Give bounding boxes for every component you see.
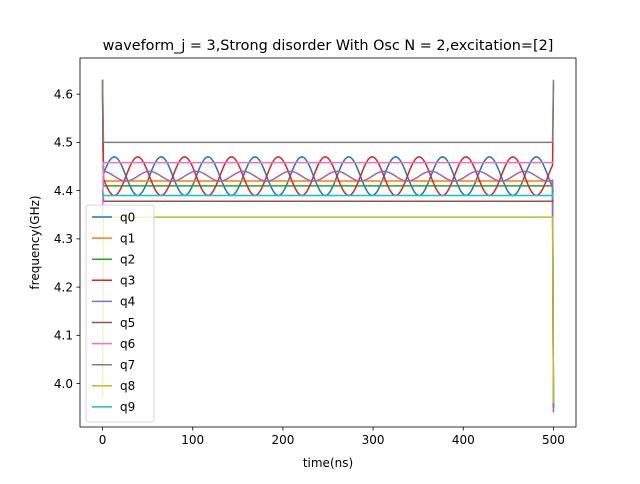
x-tick-label: 400 xyxy=(452,433,475,447)
legend-label-q1: q1 xyxy=(120,231,135,245)
series-line-q1 xyxy=(101,84,555,403)
y-tick-label: 4.4 xyxy=(54,184,73,198)
x-tick-label: 0 xyxy=(99,433,107,447)
series-line-q9 xyxy=(101,190,555,197)
y-tick-label: 4.0 xyxy=(54,377,73,391)
x-tick-label: 200 xyxy=(271,433,294,447)
series-line-q7 xyxy=(101,79,555,144)
legend-label-q0: q0 xyxy=(120,210,135,224)
x-tick-label: 500 xyxy=(542,433,565,447)
x-axis-label: time(ns) xyxy=(303,456,353,470)
series-line-q3 xyxy=(101,84,555,197)
series-line-q8 xyxy=(101,216,555,403)
legend-label-q6: q6 xyxy=(120,337,135,351)
y-tick-label: 4.3 xyxy=(54,232,73,246)
legend-label-q9: q9 xyxy=(120,400,135,414)
legend-label-q5: q5 xyxy=(120,316,135,330)
series-line-q0 xyxy=(101,79,555,408)
legend-label-q2: q2 xyxy=(120,253,135,267)
legend: q0 q1 q2 q3 q4 q5 q6 q7 q8 q9 xyxy=(85,204,155,423)
y-axis-label: frequency(GHz) xyxy=(28,195,42,289)
x-tick-label: 300 xyxy=(362,433,385,447)
legend-label-q7: q7 xyxy=(120,358,135,372)
legend-label-q3: q3 xyxy=(120,274,135,288)
y-tick-label: 4.1 xyxy=(54,329,73,343)
series-line-q2 xyxy=(101,89,555,408)
series-line-q4 xyxy=(101,166,555,413)
plot-frame xyxy=(79,57,577,428)
x-axis-ticks: 0 100 200 300 400 500 xyxy=(99,427,565,447)
legend-label-q4: q4 xyxy=(120,295,135,309)
y-axis-ticks: 4.0 4.1 4.2 4.3 4.4 4.5 4.6 xyxy=(54,87,80,391)
y-tick-label: 4.5 xyxy=(54,136,73,150)
legend-label-q8: q8 xyxy=(120,379,135,393)
series-line-q5 xyxy=(101,190,554,203)
y-tick-label: 4.6 xyxy=(54,87,73,101)
x-tick-label: 100 xyxy=(181,433,204,447)
series-line-q6 xyxy=(101,161,554,215)
y-tick-label: 4.2 xyxy=(54,280,73,294)
series-layer xyxy=(101,79,555,413)
chart-title: waveform_j = 3,Strong disorder With Osc … xyxy=(103,38,554,54)
